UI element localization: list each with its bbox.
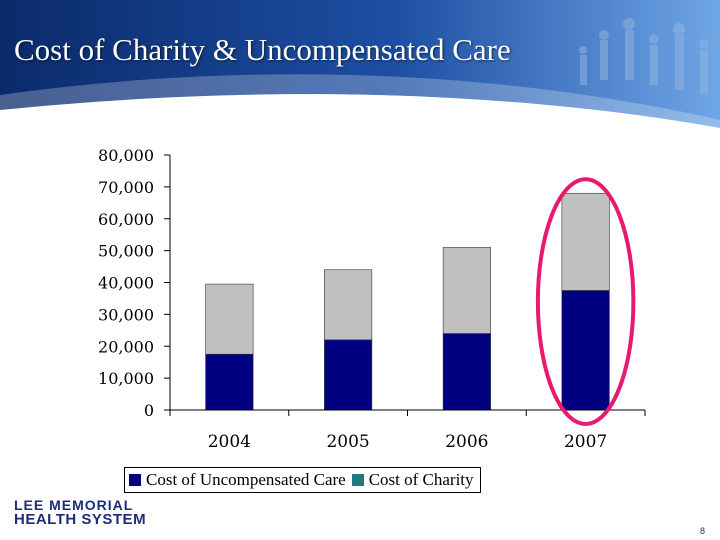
legend-item-uncompensated: Cost of Uncompensated Care xyxy=(129,470,346,490)
x-tick-label: 2007 xyxy=(564,432,607,452)
y-tick-label: 70,000 xyxy=(98,178,154,197)
legend-swatch-charity xyxy=(351,474,364,486)
bar-uncompensated-2007 xyxy=(561,290,610,411)
bar-charity-2004 xyxy=(205,283,254,355)
y-tick-label: 40,000 xyxy=(98,274,154,293)
bar-charity-2006 xyxy=(442,247,491,334)
bar-charity-2005 xyxy=(324,269,373,341)
title-banner xyxy=(0,0,720,135)
bar-charity-2007 xyxy=(561,192,610,291)
x-tick-label: 2006 xyxy=(445,432,488,452)
y-tick-label: 20,000 xyxy=(98,337,154,356)
x-tick-label: 2005 xyxy=(326,432,369,452)
highlight-ellipse xyxy=(535,177,636,426)
page-number: 8 xyxy=(700,526,706,536)
legend-label-charity: Cost of Charity xyxy=(368,470,474,489)
logo-line-1: LEE MEMORIAL xyxy=(14,497,134,513)
legend-item-charity: Cost of Charity xyxy=(351,470,474,490)
y-tick-label: 10,000 xyxy=(98,369,154,388)
legend-swatch-uncompensated xyxy=(129,474,141,486)
y-tick-label: 50,000 xyxy=(98,242,154,261)
y-tick-label: 80,000 xyxy=(98,146,154,165)
y-tick-label: 30,000 xyxy=(98,305,154,324)
x-tick-label: 2004 xyxy=(208,432,251,452)
y-tick-label: 60,000 xyxy=(98,210,154,229)
lee-memorial-logo: LEE MEMORIAL HEALTH SYSTEM xyxy=(10,498,146,528)
bar-uncompensated-2006 xyxy=(442,333,491,411)
chart-legend: Cost of Uncompensated Care Cost of Chari… xyxy=(124,467,481,493)
bar-uncompensated-2004 xyxy=(205,353,254,411)
legend-label-uncompensated: Cost of Uncompensated Care xyxy=(146,470,346,489)
bar-uncompensated-2005 xyxy=(324,339,373,411)
logo-line-2: HEALTH SYSTEM xyxy=(14,511,147,528)
y-tick-label: 0 xyxy=(144,401,154,420)
slide-title: Cost of Charity & Uncompensated Care xyxy=(14,32,511,67)
